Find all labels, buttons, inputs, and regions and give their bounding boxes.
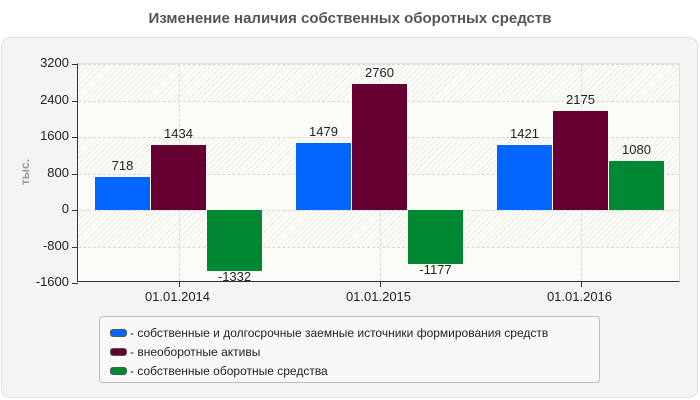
data-label: 2175 (566, 91, 595, 107)
bar (207, 210, 262, 271)
y-tick (72, 246, 78, 248)
x-tick (178, 281, 180, 287)
gridline-horizontal (78, 64, 679, 65)
bar (497, 145, 552, 210)
data-label: 718 (111, 158, 134, 174)
chart-title: Изменение наличия собственных оборотных … (148, 10, 552, 27)
legend-item: - собственные оборотные средства (110, 361, 589, 380)
x-tick (580, 281, 582, 287)
x-tick-label: 01.01.2014 (144, 289, 211, 304)
y-tick-label: -1600 (35, 274, 69, 289)
legend-swatch-icon (110, 328, 127, 337)
gridline-horizontal (78, 246, 679, 248)
bar (151, 144, 206, 210)
x-tick-label: 01.01.2016 (546, 289, 613, 304)
y-tick-label: 1600 (40, 128, 69, 143)
bar (352, 84, 407, 210)
data-label: 1421 (510, 126, 539, 142)
bar (408, 210, 463, 264)
legend-swatch-icon (110, 347, 127, 356)
y-tick-label: -800 (42, 237, 69, 253)
legend-item: - внеоборотные активы (110, 342, 589, 361)
bar (553, 110, 608, 210)
gridline-horizontal (78, 210, 679, 211)
legend-swatch-icon (110, 366, 127, 375)
y-tick (72, 137, 78, 138)
bar (609, 160, 664, 210)
y-tick-label: 0 (61, 201, 69, 216)
bar (95, 177, 150, 210)
y-tick (72, 173, 78, 175)
legend-item: - собственные и долгосрочные заемные ист… (110, 323, 589, 342)
data-label: -1177 (419, 261, 452, 277)
y-tick-label: 3200 (40, 55, 69, 70)
grid-band (78, 210, 679, 247)
x-tick-label: 01.01.2015 (345, 289, 412, 304)
y-tick-label: 800 (47, 164, 69, 180)
legend-label: - собственные и долгосрочные заемные ист… (130, 325, 549, 340)
y-tick-label: 2400 (40, 91, 69, 107)
data-label: 1080 (622, 141, 651, 157)
y-tick (72, 100, 78, 102)
plot-area: 718 1434 -1332 1479 2760 -1177 1421 2175 1080 (72, 63, 680, 287)
legend-label: - собственные оборотные средства (130, 363, 328, 378)
legend: - собственные и долгосрочные заемные ист… (99, 316, 600, 383)
y-tick (72, 210, 78, 211)
y-tick (72, 64, 78, 65)
data-label: -1332 (217, 268, 252, 284)
data-label: 1479 (309, 123, 338, 139)
data-label: 1434 (164, 125, 193, 141)
bar (296, 142, 351, 210)
legend-label: - внеоборотные активы (130, 344, 261, 359)
y-tick (72, 283, 78, 284)
data-label: 2760 (365, 65, 394, 81)
grid-band (78, 247, 679, 284)
x-tick (379, 281, 381, 287)
